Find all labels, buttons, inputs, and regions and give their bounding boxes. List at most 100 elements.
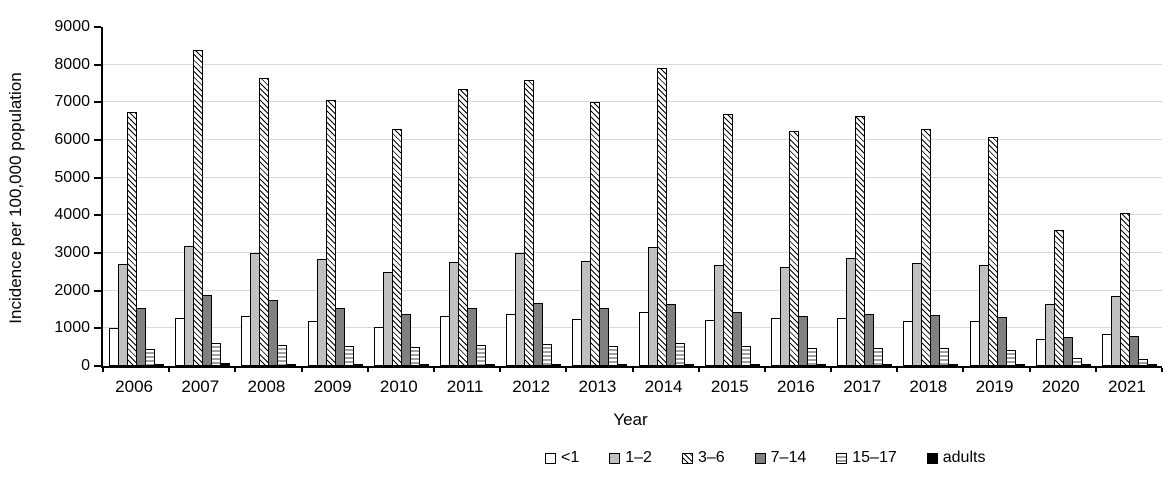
x-tick-mark	[102, 368, 104, 372]
bar	[806, 348, 817, 366]
x-tick-mark	[763, 368, 766, 372]
legend-swatch	[836, 452, 848, 464]
bar	[400, 314, 411, 366]
x-tick-label: 2012	[512, 377, 551, 396]
y-tick-label: 3000	[54, 244, 90, 261]
legend-item: 15–17	[836, 449, 897, 467]
plot-area: 0 1000 2000 3000 4000 5000 6000 7000 8000 9000	[54, 18, 1163, 374]
bar	[864, 314, 875, 366]
bar	[145, 349, 156, 366]
bar	[948, 363, 959, 366]
y-tick-mark	[94, 139, 101, 142]
y-tick-label: 5000	[54, 168, 90, 186]
legend-item: adults	[926, 449, 986, 467]
legend-label: 1–2	[625, 449, 652, 466]
bar	[987, 137, 998, 366]
y-tick-mark	[94, 252, 101, 255]
bar	[542, 343, 553, 366]
x-tick-mark	[234, 368, 237, 372]
bar-group-2017	[831, 27, 897, 366]
legend-label: 15–17	[852, 449, 897, 466]
bar-group-2010	[368, 27, 434, 366]
y-axis-title: Incidence per 100,000 population	[6, 72, 25, 324]
bar-group-2008	[235, 27, 301, 366]
bar-group-2020	[1030, 27, 1096, 366]
bar	[391, 128, 402, 366]
x-tick-label: 2008	[247, 377, 286, 396]
bar-group-2006	[103, 27, 169, 366]
bar	[533, 302, 544, 366]
bar-group-2011	[434, 27, 500, 366]
y-tick-mark	[94, 214, 101, 217]
bar	[1128, 336, 1139, 366]
y-tick-label: 4000	[54, 206, 90, 224]
x-tick-mark	[1028, 368, 1031, 372]
x-tick-label: 2019	[975, 377, 1014, 396]
bar	[882, 363, 893, 366]
bar-groups	[103, 27, 1162, 366]
gridline	[103, 327, 1162, 329]
bar	[476, 345, 487, 366]
legend-label: adults	[942, 449, 986, 466]
bar	[683, 363, 694, 366]
bar	[343, 345, 354, 366]
x-tick-label: 2007	[181, 377, 220, 396]
legend-item: 7–14	[754, 449, 807, 467]
bar	[220, 363, 231, 366]
bar	[722, 113, 733, 366]
x-axis-labels: 2006 2007 2008 2009 2010 2011 2012 2013 2014 2015…	[101, 377, 1160, 397]
x-tick-mark	[962, 368, 965, 372]
legend-label: <1	[561, 449, 580, 466]
x-tick-label: 2011	[446, 377, 484, 396]
bar-group-2014	[633, 27, 699, 366]
x-tick-label: 2016	[777, 377, 815, 396]
bar-group-2018	[897, 27, 963, 366]
y-tick-label: 2000	[54, 281, 90, 299]
bar	[1146, 364, 1157, 366]
legend-item: 1–2	[609, 449, 652, 467]
y-tick-mark	[94, 289, 101, 292]
legend-swatch	[545, 452, 556, 464]
bar	[325, 100, 336, 366]
bar	[551, 363, 562, 366]
bar	[599, 308, 610, 366]
legend-swatch	[926, 452, 938, 464]
legend-item: 3–6	[681, 449, 725, 467]
legend-item: <1	[545, 449, 579, 467]
x-tick-mark	[366, 368, 369, 372]
y-tick-label: 6000	[54, 131, 90, 148]
bar	[731, 311, 742, 366]
x-tick-mark	[631, 368, 634, 372]
bar	[1053, 230, 1064, 366]
y-tick-mark	[94, 365, 101, 367]
legend-swatch	[681, 452, 693, 464]
x-tick-label: 2021	[1107, 377, 1146, 396]
bar	[1137, 358, 1148, 366]
x-tick-mark	[168, 368, 171, 372]
bar	[485, 363, 496, 366]
x-tick-label: 2020	[1041, 377, 1080, 396]
bar	[286, 363, 297, 366]
bar	[674, 342, 685, 366]
x-tick-label: 2006	[115, 377, 153, 396]
gridline	[103, 139, 1162, 140]
x-tick-label: 2014	[644, 377, 683, 396]
legend-label: 7–14	[770, 449, 807, 466]
gridline	[103, 214, 1162, 216]
bar	[154, 363, 165, 366]
gridline	[103, 63, 1162, 65]
bar	[277, 344, 288, 366]
bar	[352, 363, 363, 366]
bar-group-2009	[302, 27, 368, 366]
y-tick-mark	[94, 327, 101, 330]
bar	[617, 363, 628, 366]
x-tick-mark	[300, 368, 303, 372]
y-tick-label: 0	[81, 357, 90, 374]
bar	[939, 347, 950, 366]
gridline	[103, 252, 1162, 253]
bar	[418, 363, 429, 366]
bar	[127, 111, 138, 366]
x-tick-label: 2017	[843, 377, 882, 396]
bar	[855, 115, 866, 366]
